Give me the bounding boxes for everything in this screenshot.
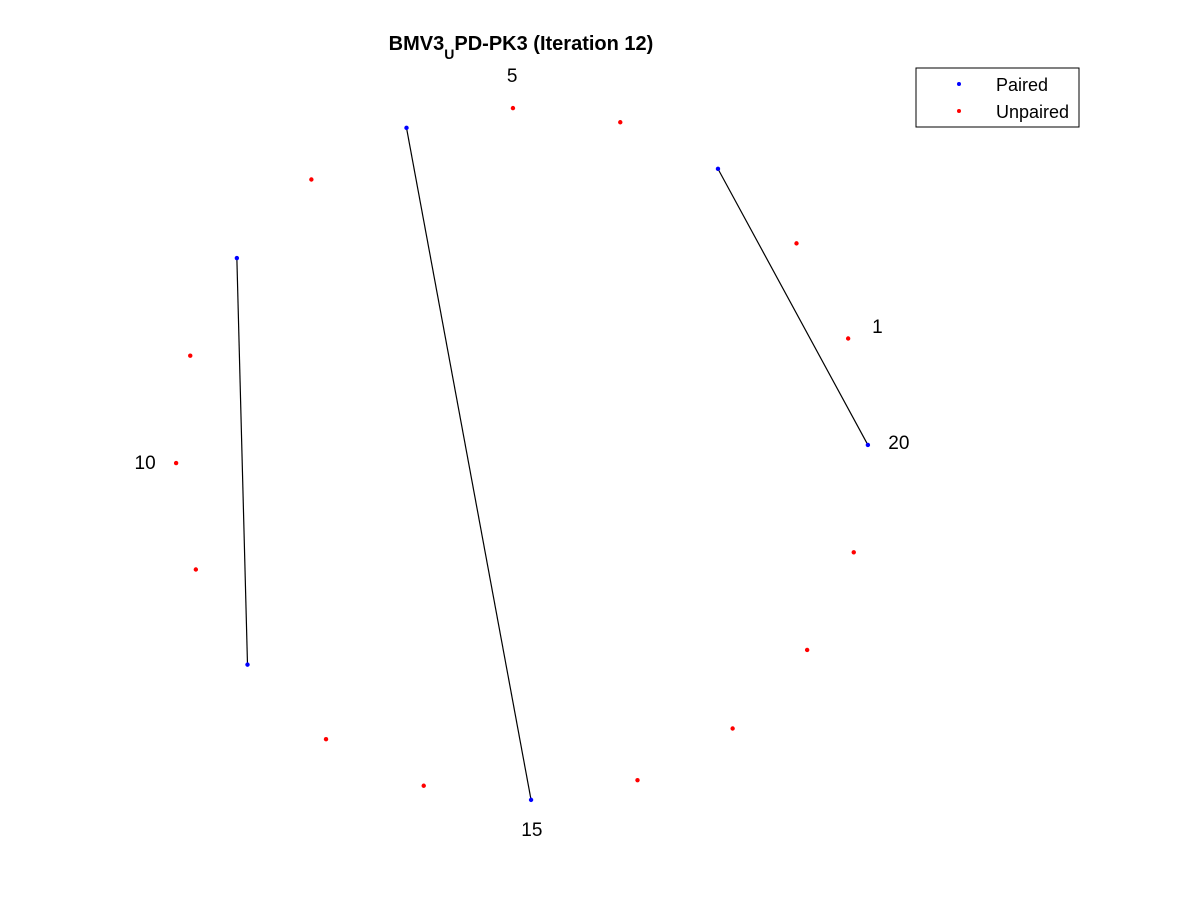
paired-node-3 bbox=[715, 166, 721, 172]
title-rest: PD-PK3 (Iteration 12) bbox=[454, 33, 653, 55]
legend-box bbox=[915, 67, 1080, 128]
unpaired-node-19 bbox=[851, 550, 856, 555]
paired-node-12 bbox=[245, 662, 250, 667]
pair-line-8-12 bbox=[236, 258, 249, 665]
chart-title: BMV3UPD-PK3 (Iteration 12) bbox=[389, 33, 654, 62]
unpaired-node-13 bbox=[323, 736, 329, 742]
unpaired-node-1 bbox=[845, 336, 851, 341]
paired-node-15 bbox=[528, 797, 534, 803]
index-label-20: 20 bbox=[888, 433, 909, 454]
unpaired-node-4 bbox=[618, 120, 623, 125]
unpaired-node-10 bbox=[173, 460, 179, 466]
index-label-1: 1 bbox=[872, 317, 883, 338]
unpaired-node-2 bbox=[794, 241, 799, 246]
paired-node-20 bbox=[865, 442, 871, 448]
index-label-15: 15 bbox=[521, 820, 542, 841]
index-label-5: 5 bbox=[507, 66, 518, 87]
unpaired-node-16 bbox=[635, 777, 640, 783]
index-label-10: 10 bbox=[135, 453, 156, 474]
legend-marker-unpaired bbox=[957, 109, 961, 113]
unpaired-node-18 bbox=[804, 647, 810, 653]
pair-line-6-15 bbox=[405, 127, 532, 800]
unpaired-node-9 bbox=[188, 353, 193, 358]
unpaired-node-17 bbox=[730, 726, 735, 731]
title-main: BMV3 bbox=[389, 33, 445, 55]
legend: Paired Unpaired bbox=[915, 67, 1080, 128]
paired-node-6 bbox=[404, 125, 409, 131]
unpaired-node-7 bbox=[309, 177, 314, 182]
nodes bbox=[173, 105, 871, 803]
pair-lines bbox=[236, 127, 869, 800]
legend-label-unpaired: Unpaired bbox=[996, 102, 1069, 122]
pair-line-3-20 bbox=[717, 168, 869, 446]
paired-node-8 bbox=[234, 255, 240, 261]
unpaired-node-11 bbox=[193, 567, 199, 572]
legend-label-paired: Paired bbox=[996, 75, 1048, 95]
title-subscript: U bbox=[444, 46, 454, 62]
unpaired-node-14 bbox=[421, 783, 426, 788]
unpaired-node-5 bbox=[510, 105, 516, 111]
legend-marker-paired bbox=[957, 82, 961, 86]
